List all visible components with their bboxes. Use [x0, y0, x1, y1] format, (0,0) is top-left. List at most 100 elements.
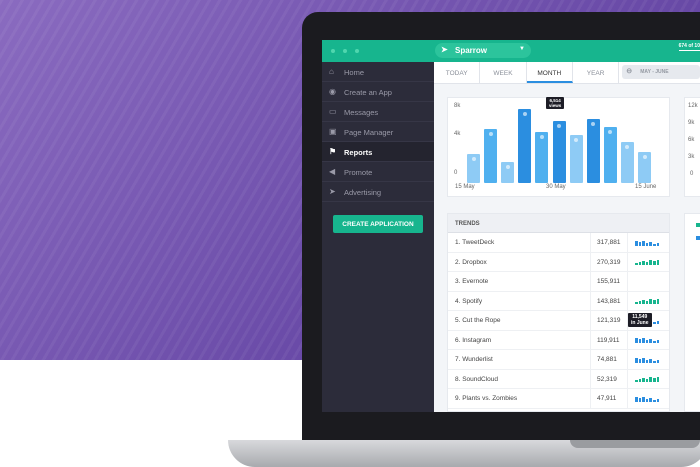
- window-dot[interactable]: [355, 49, 359, 53]
- table-row[interactable]: 6. Instagram 119,911: [448, 330, 669, 350]
- chart-bar[interactable]: [569, 135, 583, 183]
- sparkline-bar: [649, 241, 652, 246]
- app-value: 317,881: [591, 233, 628, 252]
- sidebar-item-label: Home: [344, 68, 365, 77]
- table-row[interactable]: 2. Dropbox 270,319: [448, 252, 669, 272]
- bar-point: [557, 124, 561, 129]
- megaphone-icon: ◀: [329, 167, 336, 176]
- sparkline-bar: [649, 377, 652, 382]
- chart-bar[interactable]: [638, 151, 651, 183]
- table-row[interactable]: 1. TweetDeck 317,881: [448, 233, 669, 253]
- sparkline-bar: [635, 302, 638, 304]
- bar-point: [539, 134, 544, 139]
- sparkline-bar: [653, 341, 656, 343]
- sparkline-bar: [642, 357, 645, 363]
- app-name: 9. Plants vs. Zombies: [448, 389, 591, 408]
- sparkline-bar: [638, 397, 642, 402]
- sparkline-bar: [642, 378, 645, 382]
- app-value: 121,319: [591, 311, 628, 330]
- sparkline-bar: [638, 358, 642, 363]
- sidebar-item-label: Create an App: [344, 88, 392, 97]
- y-tick: 6k: [688, 137, 695, 143]
- sparkline-bar: [635, 357, 638, 363]
- sidebar-item-page-manager[interactable]: ▣ Page Manager: [322, 122, 434, 142]
- create-application-button[interactable]: CREATE APPLICATION: [333, 215, 423, 233]
- app-name: 3. Evernote: [448, 272, 591, 291]
- sparkline-bar: [653, 360, 656, 363]
- chart-bar[interactable]: [501, 162, 515, 183]
- tab-week[interactable]: WEEK: [480, 62, 527, 83]
- app-name: 5. Cut the Rope: [448, 311, 591, 330]
- chevron-left-icon[interactable]: ⊖: [626, 68, 633, 75]
- chart-bar[interactable]: [535, 131, 549, 183]
- page-manager-icon: ▣: [329, 127, 337, 136]
- tab-year[interactable]: YEAR: [573, 62, 620, 83]
- app-value: 143,881: [591, 291, 628, 310]
- tab-today[interactable]: TODAY: [434, 62, 481, 83]
- chart-tooltip: 6,514 views: [546, 97, 565, 109]
- sparkline-bar: [645, 242, 649, 246]
- y-tick: 9k: [688, 120, 695, 126]
- app-name: 1. TweetDeck: [448, 233, 591, 252]
- table-row[interactable]: 9. Plants vs. Zombies 47,911: [448, 389, 669, 409]
- sparkline-bar: [656, 340, 660, 343]
- table-row[interactable]: 4. Spotify 143,881: [448, 291, 669, 311]
- sparkline: [628, 272, 669, 291]
- app-value: 52,319: [591, 369, 628, 388]
- y-tick: 0: [690, 171, 694, 177]
- sparkline-bar: [642, 396, 645, 402]
- sparkline-bar: [653, 378, 656, 382]
- y-tick: 3k: [688, 154, 695, 160]
- sparkline-bar: [653, 300, 656, 304]
- sparkline-bar: [656, 320, 660, 324]
- table-row[interactable]: 7. Wunderlist 74,881: [448, 350, 669, 370]
- sidebar-item-advertising[interactable]: ➤ Advertising: [322, 182, 434, 202]
- sidebar-item-promote[interactable]: ◀ Promote: [322, 162, 434, 182]
- bar-point: [574, 138, 579, 143]
- chart-bar[interactable]: [484, 128, 498, 183]
- app-value: 155,911: [591, 272, 628, 291]
- table-row[interactable]: 8. SoundCloud 52,319: [448, 369, 669, 389]
- tooltip-value: 6,514: [549, 98, 561, 103]
- app-value: 74,881: [591, 350, 628, 369]
- sparkline-bar: [656, 359, 660, 363]
- sidebar-item-label: Messages: [344, 108, 379, 117]
- sparkline-bar: [635, 396, 638, 402]
- sparkline-bar: [645, 398, 649, 402]
- tab-month[interactable]: MONTH: [526, 62, 573, 83]
- sparkline: [628, 233, 669, 252]
- app-name: 8. SoundCloud: [448, 369, 591, 388]
- sparkline: [628, 389, 669, 408]
- sparkline-bar: [656, 299, 660, 304]
- table-row[interactable]: 3. Evernote 155,911: [448, 272, 669, 292]
- sidebar-item-messages[interactable]: ▭ Messages: [322, 102, 434, 122]
- sparkline-bar: [653, 261, 656, 265]
- chart-bar[interactable]: [552, 121, 566, 183]
- app-name: 6. Instagram: [448, 330, 591, 349]
- chart-bar[interactable]: [518, 108, 532, 183]
- sparkline-bar: [649, 397, 652, 402]
- bar-point: [591, 122, 596, 127]
- chart-bar[interactable]: [586, 119, 600, 183]
- sparkline-bar: [656, 260, 660, 265]
- sparkline-bar: [642, 300, 645, 304]
- sidebar-item-reports[interactable]: ⚑ Reports: [322, 142, 434, 162]
- app-name: 2. Dropbox: [448, 252, 591, 271]
- app-screen: ➤ Sparrow ▼ 674 of 10 ⌂ Home ◉ Create an App ▭…: [322, 40, 700, 412]
- sparkline-tooltip: 11,549 in June: [628, 313, 652, 327]
- sidebar-item-home[interactable]: ⌂ Home: [322, 62, 434, 82]
- date-range-picker[interactable]: ⊖ MAY - JUNE: [622, 65, 700, 79]
- sparkline-bar: [649, 358, 652, 363]
- header: ➤ Sparrow ▼ 674 of 10: [322, 40, 700, 62]
- sidebar-item-label: Promote: [344, 168, 373, 177]
- sidebar-item-create-an-app[interactable]: ◉ Create an App: [322, 82, 434, 102]
- app-value: 47,911: [591, 389, 628, 408]
- app-selector[interactable]: ➤ Sparrow ▼: [435, 43, 531, 58]
- window-dot[interactable]: [331, 49, 335, 53]
- chart-bar[interactable]: [603, 126, 617, 183]
- chart-bar[interactable]: [467, 154, 480, 183]
- sparkline-bar: [638, 339, 642, 343]
- chart-bar[interactable]: [620, 142, 634, 183]
- window-dot[interactable]: [343, 49, 347, 53]
- sparkline-bar: [656, 377, 660, 382]
